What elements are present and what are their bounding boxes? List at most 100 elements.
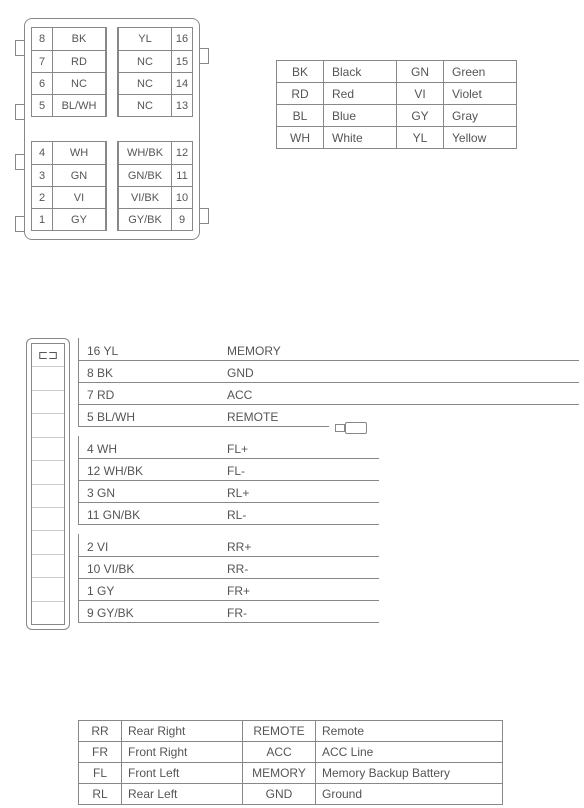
connector-pin-row: NC15 <box>119 50 192 72</box>
color-name: Green <box>444 61 517 83</box>
plug-icon <box>335 422 369 432</box>
connector-pin-row: 4WH <box>32 142 105 164</box>
wire-function-label: RR+ <box>227 540 251 554</box>
pin-color-code: YL <box>119 28 171 50</box>
abbr-code: MEMORY <box>243 763 316 784</box>
connector-left-column: 8BK7RD6NC5BL/WH 4WH3GN2VI1GY <box>31 25 106 233</box>
abbr-meaning: Front Right <box>122 742 243 763</box>
abbr-code: RL <box>79 784 122 805</box>
wire-pin-label: 7 RD <box>87 388 114 402</box>
color-name: Violet <box>444 83 517 105</box>
connector-pin-row: NC14 <box>119 72 192 94</box>
pin-number: 5 <box>32 94 53 116</box>
wire-function-label: RR- <box>227 562 248 576</box>
connector-pin-row: VI/BK10 <box>119 186 192 208</box>
wire-line: 7 RD ACC <box>78 382 579 405</box>
abbr-row: FRFront RightACCACC Line <box>79 742 503 763</box>
wire-pin-label: 4 WH <box>87 442 117 456</box>
wire-line: 12 WH/BKFL- <box>78 458 379 481</box>
wire-function-label: FR+ <box>227 584 250 598</box>
pin-color-code: NC <box>119 72 171 94</box>
abbr-code: FL <box>79 763 122 784</box>
abbr-meaning: Rear Right <box>122 721 243 742</box>
color-code: YL <box>397 127 444 149</box>
wire-line: 2 VIRR+ <box>78 534 379 557</box>
pin-number: 15 <box>171 50 192 72</box>
connector-pin-row: 7RD <box>32 50 105 72</box>
color-name: Gray <box>444 105 517 127</box>
pin-number: 7 <box>32 50 53 72</box>
pin-color-code: NC <box>119 50 171 72</box>
pin-number: 8 <box>32 28 53 50</box>
wire-pin-label: 16 YL <box>87 344 118 358</box>
connector-separator <box>106 25 118 233</box>
abbr-meaning: ACC Line <box>316 742 503 763</box>
color-legend-table: BKBlackGNGreenRDRedVIVioletBLBlueGYGrayW… <box>276 60 517 149</box>
wire-line: 3 GNRL+ <box>78 480 379 503</box>
wire-line: 5 BL/WHREMOTE <box>78 404 329 427</box>
connector-pin-row: 1GY <box>32 208 105 230</box>
abbr-meaning: Rear Left <box>122 784 243 805</box>
color-code: VI <box>397 83 444 105</box>
pin-color-code: BL/WH <box>53 94 105 116</box>
color-legend-row: BLBlueGYGray <box>277 105 517 127</box>
color-code: GN <box>397 61 444 83</box>
connector-group-right-bottom: WH/BK12GN/BK11VI/BK10GY/BK9 <box>118 141 193 231</box>
abbr-code: FR <box>79 742 122 763</box>
connector-right-column: YL16NC15NC14NC13 WH/BK12GN/BK11VI/BK10GY… <box>118 25 193 233</box>
pin-number: 2 <box>32 186 53 208</box>
color-name: Black <box>324 61 397 83</box>
color-code: BK <box>277 61 324 83</box>
pin-color-code: VI/BK <box>119 186 171 208</box>
wire-function-label: GND <box>227 366 254 380</box>
connector-body: 8BK7RD6NC5BL/WH 4WH3GN2VI1GY YL16NC15NC1… <box>24 18 200 240</box>
connector-pin-row: 6NC <box>32 72 105 94</box>
connector-pin-row: YL16 <box>119 28 192 50</box>
pin-number: 16 <box>171 28 192 50</box>
wire-pin-label: 3 GN <box>87 486 115 500</box>
pin-number: 4 <box>32 142 53 164</box>
abbr-code: RR <box>79 721 122 742</box>
connector-group-right-top: YL16NC15NC14NC13 <box>118 27 193 117</box>
connector-group-left-top: 8BK7RD6NC5BL/WH <box>31 27 106 117</box>
wire-function-label: REMOTE <box>227 410 278 424</box>
abbr-row: FLFront LeftMEMORYMemory Backup Battery <box>79 763 503 784</box>
abbr-meaning: Remote <box>316 721 503 742</box>
wire-pin-label: 9 GY/BK <box>87 606 134 620</box>
color-legend-row: RDRedVIViolet <box>277 83 517 105</box>
wire-function-label: FR- <box>227 606 247 620</box>
color-name: Yellow <box>444 127 517 149</box>
abbr-code: ACC <box>243 742 316 763</box>
connector-pin-row: 3GN <box>32 164 105 186</box>
wire-pin-label: 11 GN/BK <box>87 508 140 522</box>
connector-group-left-bottom: 4WH3GN2VI1GY <box>31 141 106 231</box>
abbr-meaning: Ground <box>316 784 503 805</box>
wiring-connector-pins: ⊏⊐ <box>31 343 65 625</box>
connector-pin-row: GY/BK9 <box>119 208 192 230</box>
pin-number: 9 <box>171 208 192 230</box>
wire-function-label: RL- <box>227 508 246 522</box>
color-legend-row: BKBlackGNGreen <box>277 61 517 83</box>
connector-pin-row: GN/BK11 <box>119 164 192 186</box>
abbr-row: RLRear LeftGNDGround <box>79 784 503 805</box>
pin-color-code: WH/BK <box>119 142 171 164</box>
abbr-row: RRRear RightREMOTERemote <box>79 721 503 742</box>
wire-function-label: ACC <box>227 388 252 402</box>
wire-function-label: FL- <box>227 464 245 478</box>
pin-number: 13 <box>171 94 192 116</box>
connector-pin-row: 2VI <box>32 186 105 208</box>
abbr-code: REMOTE <box>243 721 316 742</box>
wire-line: 10 VI/BK RR- <box>78 556 379 579</box>
pin-color-code: NC <box>53 72 105 94</box>
wire-line: 1 GYFR+ <box>78 578 379 601</box>
pin-number: 10 <box>171 186 192 208</box>
pin-color-code: GN <box>53 164 105 186</box>
color-code: GY <box>397 105 444 127</box>
wire-pin-label: 8 BK <box>87 366 113 380</box>
wire-pin-label: 10 VI/BK <box>87 562 134 576</box>
pin-color-code: GN/BK <box>119 164 171 186</box>
pin-number: 1 <box>32 208 53 230</box>
wire-line: 8 BK GND <box>78 360 579 383</box>
pin-color-code: GY <box>53 208 105 230</box>
color-legend-row: WHWhiteYLYellow <box>277 127 517 149</box>
